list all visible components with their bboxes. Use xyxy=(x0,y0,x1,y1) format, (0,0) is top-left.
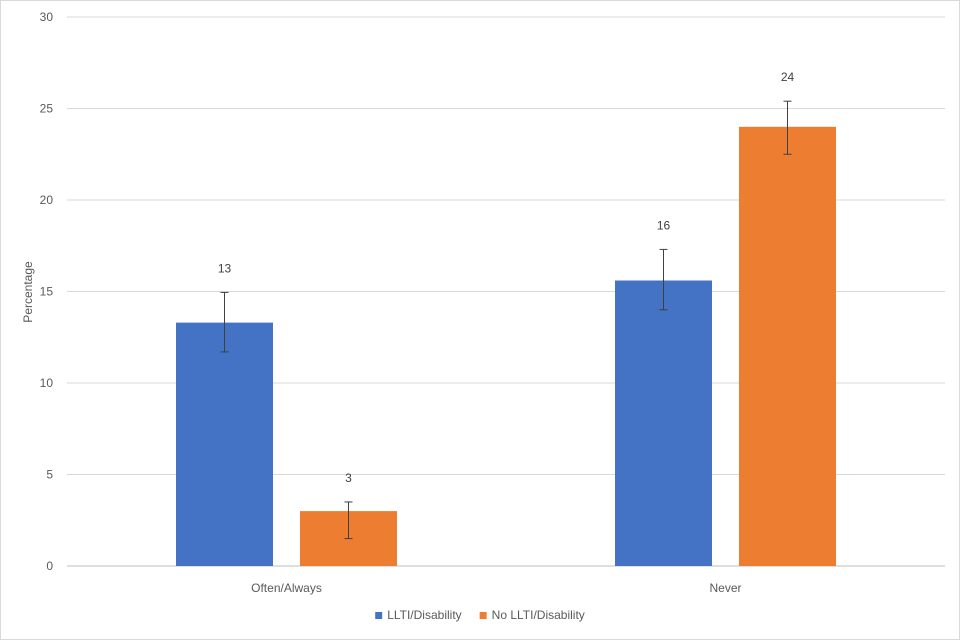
x-tick-label: Often/Always xyxy=(251,581,322,595)
y-tick-label: 10 xyxy=(40,376,54,390)
y-tick-label: 25 xyxy=(40,102,54,116)
bar xyxy=(176,322,273,566)
y-tick-label: 30 xyxy=(40,10,54,24)
legend: LLTI/Disability No LLTI/Disability xyxy=(375,608,585,622)
bar xyxy=(739,126,836,567)
x-tick-label: Never xyxy=(709,581,741,595)
y-tick-label: 0 xyxy=(46,559,53,573)
legend-swatch xyxy=(375,612,383,619)
y-tick-label: 5 xyxy=(46,468,53,482)
legend-label: No LLTI/Disability xyxy=(492,608,585,622)
bars xyxy=(176,126,836,567)
legend-label: LLTI/Disability xyxy=(387,608,461,622)
bar xyxy=(615,280,712,566)
data-label: 3 xyxy=(345,471,352,485)
data-label: 24 xyxy=(781,70,795,84)
y-tick-label: 15 xyxy=(40,285,54,299)
legend-swatch xyxy=(479,612,487,619)
y-tick-label: 20 xyxy=(40,193,54,207)
data-labels: 13 3 16 24 xyxy=(218,70,795,485)
data-label: 13 xyxy=(218,261,232,275)
data-label: 16 xyxy=(657,218,671,232)
error-bars xyxy=(220,100,792,540)
x-axis-labels: Often/Always Never xyxy=(251,581,741,595)
y-axis-ticks: 0 5 10 15 20 25 30 xyxy=(40,10,54,573)
y-axis-title: Percentage xyxy=(21,261,35,323)
